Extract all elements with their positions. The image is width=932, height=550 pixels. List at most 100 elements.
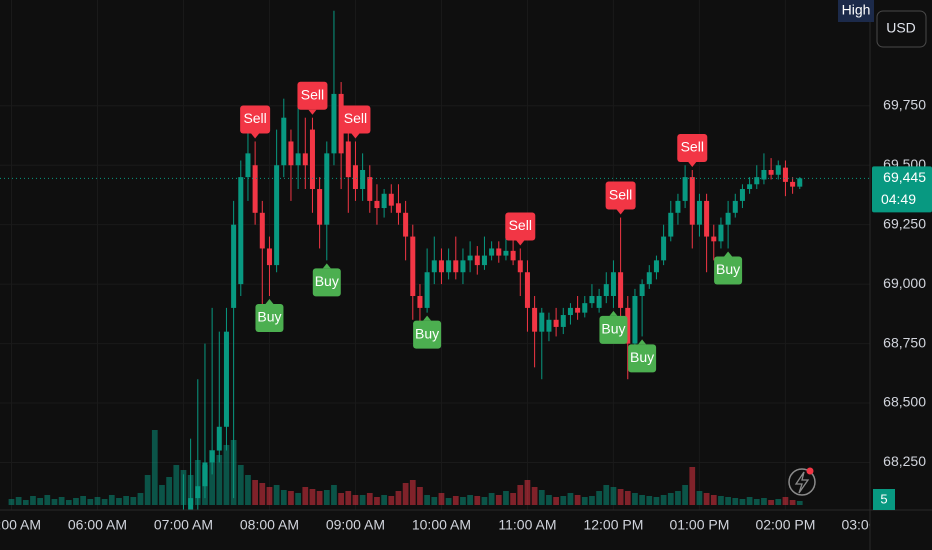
volume-bar: [108, 495, 115, 505]
candle-body: [317, 189, 323, 225]
volume-bar: [395, 491, 402, 505]
candle-body: [582, 303, 588, 313]
candle-body: [438, 260, 444, 273]
x-tick-label: 07:00 AM: [154, 517, 213, 533]
volume-bar: [775, 499, 782, 505]
candle-body: [682, 177, 688, 201]
signal-label: Sell: [344, 110, 367, 126]
volume-bar: [58, 497, 65, 505]
volume-bar: [309, 489, 316, 505]
signal-box: [677, 134, 708, 162]
lightning-icon[interactable]: [788, 467, 816, 496]
volume-bar: [589, 496, 595, 505]
volume-bar: [725, 497, 731, 505]
volume-bar: [30, 496, 36, 505]
signal-box: [413, 320, 442, 349]
volume-bar: [753, 499, 760, 505]
candle-body: [281, 117, 287, 166]
candle-body: [424, 272, 430, 308]
signal-label: Buy: [415, 325, 439, 341]
volume-bar: [51, 499, 58, 505]
signal-label: Buy: [601, 321, 625, 337]
volume-bar: [316, 491, 323, 505]
volume-bar: [746, 497, 753, 505]
badge-box: [838, 0, 874, 22]
signal: Sell: [677, 134, 708, 167]
x-tick-label: 06:00 AM: [68, 517, 127, 533]
volume-bar: [718, 496, 724, 505]
candle-body: [295, 153, 301, 166]
volume-bar: [696, 491, 703, 505]
volume-bar: [646, 496, 653, 505]
candle-body: [417, 296, 423, 308]
icon-circle[interactable]: [788, 468, 816, 496]
candle-body: [517, 260, 523, 273]
candle-body: [252, 165, 258, 213]
candle-body: [266, 248, 272, 266]
candle-body: [553, 319, 559, 327]
button-box[interactable]: [876, 10, 927, 48]
volume-bar: [73, 498, 79, 505]
volume-bar: [438, 493, 445, 505]
signal-box: [628, 344, 657, 373]
candle-body: [704, 200, 710, 237]
signal-pointer: [251, 133, 260, 139]
candle-body: [467, 255, 473, 261]
price-axis: 68,25068,50068,75069,00069,25069,50069,7…: [883, 97, 926, 470]
candle-body: [352, 165, 358, 190]
volume-bar: [223, 445, 230, 505]
candle-body: [696, 200, 702, 225]
volume-bar: [302, 487, 309, 505]
candle-body: [503, 250, 509, 256]
volume-bar: [151, 430, 158, 505]
volume-bar: [782, 497, 789, 505]
y-tick-label: 69,000: [883, 275, 926, 291]
volume-bar: [667, 493, 674, 505]
button-text[interactable]: USD: [886, 20, 916, 36]
candle-body: [639, 284, 645, 297]
candle-body: [188, 498, 194, 510]
signal-pointer: [638, 339, 647, 345]
volume-bar: [288, 491, 294, 505]
volume-bar: [166, 477, 172, 505]
candle-body: [324, 153, 330, 225]
volume-bar: [424, 495, 430, 505]
volume-bar: [323, 490, 330, 505]
signal-pointer: [423, 315, 432, 321]
volume-bar: [402, 483, 409, 505]
signal-pointer: [265, 299, 274, 305]
candle-body: [668, 212, 674, 237]
candle-body: [675, 200, 681, 213]
candle-body: [474, 255, 480, 266]
candle-body: [453, 260, 459, 273]
signal: Buy: [714, 251, 743, 285]
volume-badge-box: [873, 489, 895, 510]
volume-bar: [531, 487, 538, 505]
volume-bar: [503, 491, 509, 505]
volume-bar: [732, 498, 739, 505]
candle-body: [367, 177, 373, 201]
volume-bar: [15, 497, 22, 505]
volume-badge: 5: [873, 489, 895, 510]
signal-label: Sell: [243, 110, 266, 126]
volume-bar: [675, 491, 681, 505]
volume-bar: [22, 500, 29, 505]
volume-bar: [560, 496, 567, 505]
candle-body: [689, 177, 695, 225]
volume-badge-text: 5: [880, 491, 887, 506]
candle-body: [524, 272, 530, 308]
volume-bar: [639, 495, 645, 505]
volume-bar: [345, 491, 352, 505]
volume-bar: [445, 498, 452, 505]
volume-bar: [280, 490, 287, 505]
volume-bar: [65, 500, 72, 505]
currency-button[interactable]: USD: [876, 10, 927, 48]
last-price-box: [872, 166, 932, 213]
volume-bar: [252, 480, 258, 505]
volume-bar: [624, 491, 631, 505]
volume-bar: [366, 493, 373, 505]
candle-body: [231, 224, 237, 308]
volume-bar: [574, 495, 581, 505]
price-axis-panel: [870, 0, 932, 550]
signal-box: [312, 268, 341, 297]
